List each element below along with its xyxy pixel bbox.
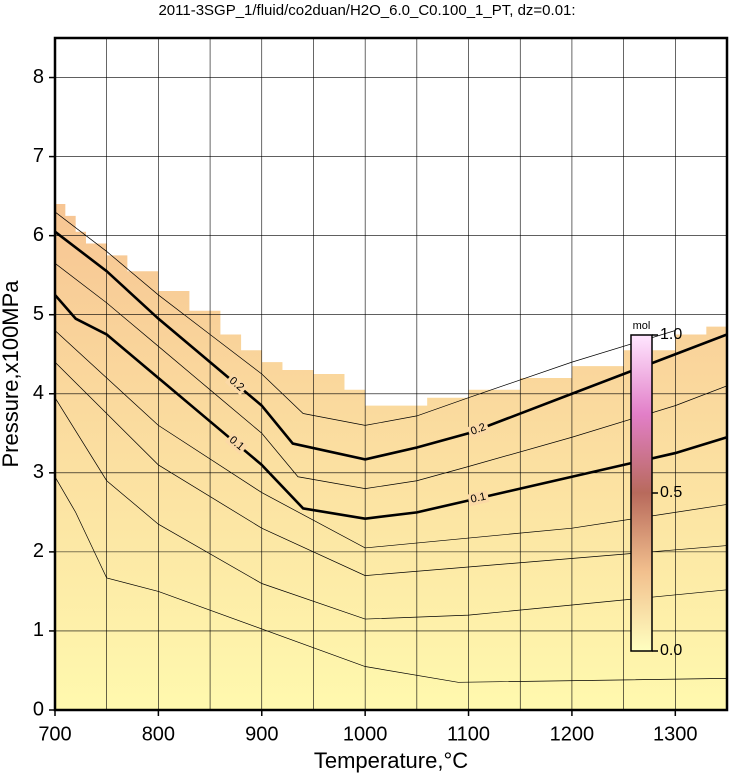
colorbar-tick-label: 1.0 [660, 326, 682, 343]
x-tick-label: 800 [142, 723, 175, 745]
x-tick-label: 1200 [550, 723, 595, 745]
contour-line [55, 397, 727, 620]
contour-line [55, 476, 727, 683]
y-tick-label: 1 [33, 619, 44, 641]
valid-region [55, 204, 727, 710]
x-tick-label: 1100 [447, 723, 490, 745]
contour-line [55, 263, 727, 489]
plot-area: 0.10.10.20.2 [55, 38, 727, 710]
contour-line [55, 294, 727, 520]
x-tick-label: 700 [38, 723, 71, 745]
x-tick-label: 900 [245, 723, 278, 745]
contour-label: 0.2 [469, 421, 488, 438]
y-tick-label: 8 [33, 66, 44, 88]
x-tick-label: 1000 [343, 723, 388, 745]
y-tick-label: 7 [33, 145, 44, 167]
chart-title: 2011-3SGP_1/fluid/co2duan/H2O_6.0_C0.100… [158, 2, 575, 19]
colorbar-label: mol [633, 320, 651, 332]
y-tick-label: 5 [33, 303, 44, 325]
contour-line [55, 361, 727, 576]
contour-label-bg [466, 420, 490, 439]
plot-frame [53, 36, 729, 712]
y-tick-label: 3 [33, 461, 44, 483]
colorbar [630, 334, 653, 652]
colorbar-tick-label: 0.5 [660, 484, 682, 501]
contour-line [55, 330, 727, 549]
colorbar-tick-label: 0.0 [660, 642, 682, 659]
y-tick-label: 2 [33, 540, 44, 562]
contour-label-bg [224, 432, 248, 455]
y-tick-label: 6 [33, 224, 44, 246]
y-tick-label: 0 [33, 698, 44, 720]
contour-label: 0.1 [470, 491, 488, 506]
y-tick-label: 4 [33, 382, 44, 404]
contour-line [55, 230, 727, 461]
contour-label-bg [467, 490, 490, 507]
contour-label-bg [224, 373, 248, 396]
contour-line [55, 211, 676, 426]
y-axis-label: Pressure,x100MPa [0, 280, 23, 468]
x-tick-label: 1300 [653, 723, 698, 745]
x-axis-label: Temperature,°C [314, 748, 468, 773]
